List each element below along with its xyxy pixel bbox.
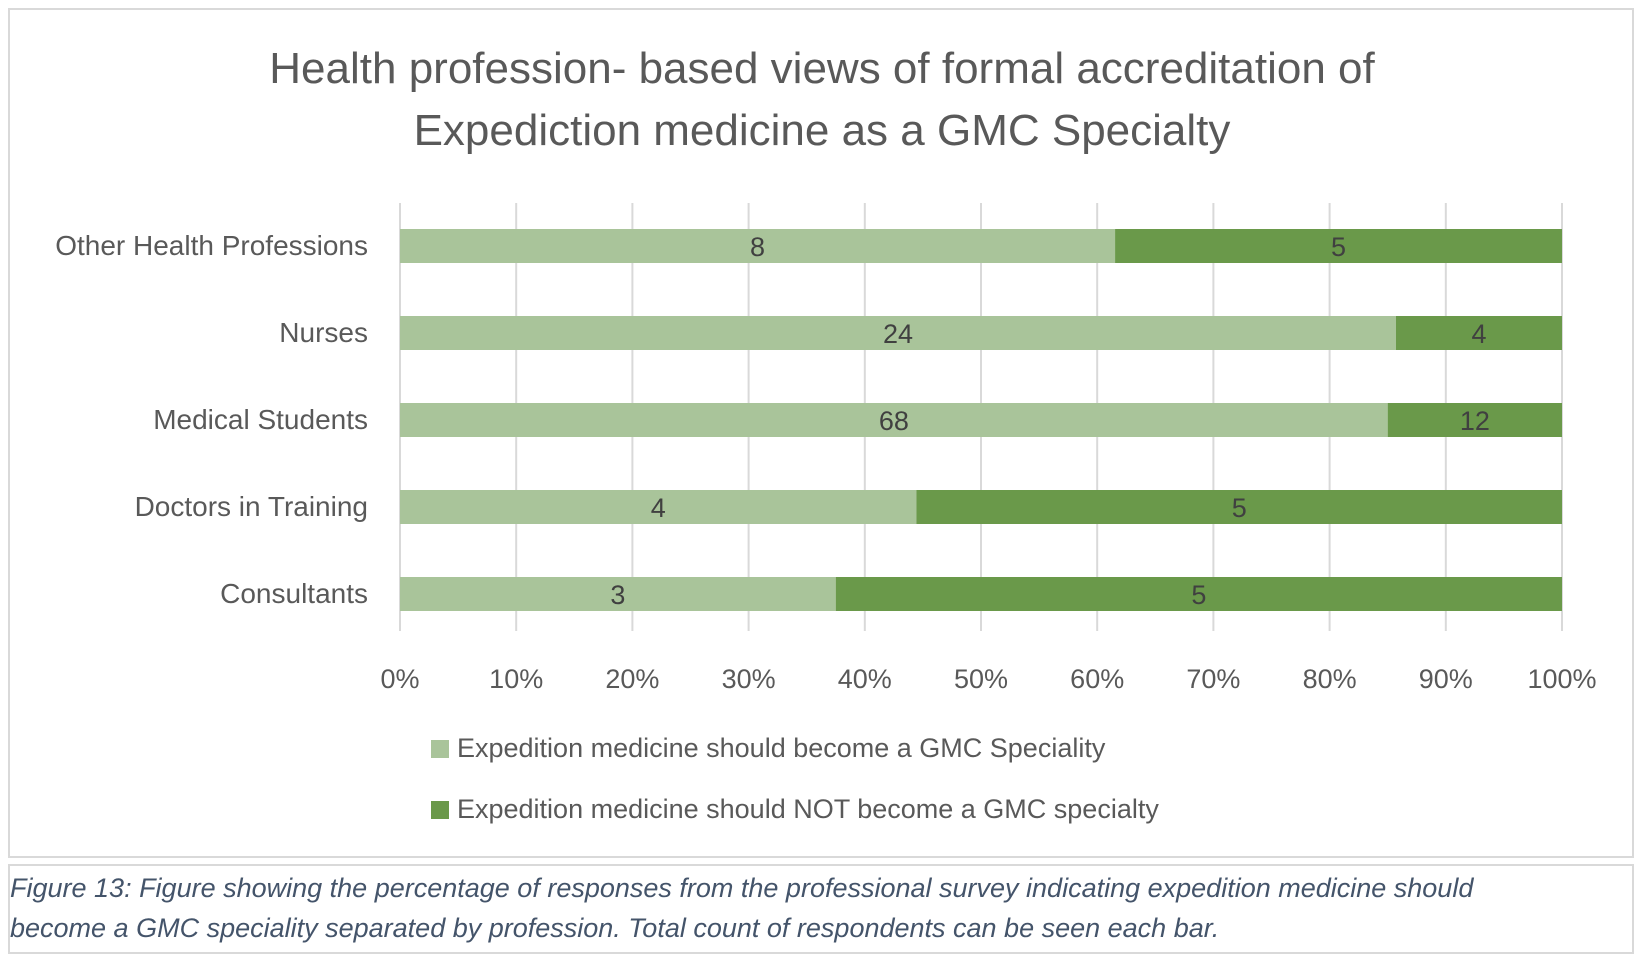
bar-segment-should-not — [916, 490, 1562, 524]
data-label: 8 — [750, 232, 765, 262]
bar-segment-should-not — [1115, 229, 1562, 263]
caption-line-2: become a GMC speciality separated by pro… — [10, 913, 1220, 943]
category-label: Medical Students — [153, 404, 368, 435]
bar-segment-should-not — [1396, 316, 1562, 350]
bar-segment-should — [400, 577, 836, 611]
legend-swatch — [431, 740, 449, 758]
data-label: 5 — [1331, 232, 1346, 262]
stacked-bar-chart: 0% 10% 20% 30% 40% 50% 60% 70% 80% 90% 100% Other H… — [55, 203, 1597, 824]
category-label: Other Health Professions — [55, 230, 368, 261]
legend-swatch — [431, 801, 449, 819]
chart-title: Health profession- based views of formal… — [0, 38, 1644, 162]
data-label: 5 — [1232, 493, 1247, 523]
data-label: 4 — [651, 493, 666, 523]
chart-title-line-1: Health profession- based views of formal… — [269, 44, 1375, 93]
legend-label: Expedition medicine should NOT become a … — [457, 794, 1159, 824]
x-tick-label: 40% — [838, 664, 892, 694]
x-tick-label: 10% — [489, 664, 543, 694]
x-tick-label: 50% — [954, 664, 1008, 694]
bar-segment-should-not — [1387, 403, 1562, 437]
chart-title-line-2: Expediction medicine as a GMC Specialty — [413, 106, 1231, 155]
data-label: 68 — [879, 406, 909, 436]
data-label: 24 — [883, 319, 913, 349]
x-tick-label: 70% — [1186, 664, 1240, 694]
x-tick-label: 100% — [1527, 664, 1596, 694]
bar-segment-should-not — [835, 577, 1562, 611]
x-tick-label: 20% — [605, 664, 659, 694]
legend-label: Expedition medicine should become a GMC … — [457, 733, 1106, 763]
x-tick-label: 90% — [1419, 664, 1473, 694]
bar-segment-should — [400, 229, 1116, 263]
data-label: 3 — [610, 580, 625, 610]
bar-segment-should — [400, 490, 917, 524]
figure-caption: Figure 13: Figure showing the percentage… — [10, 868, 1630, 948]
bar-segment-should — [400, 316, 1396, 350]
category-label: Consultants — [220, 578, 368, 609]
data-label: 4 — [1471, 319, 1486, 349]
bar-segment-should — [400, 403, 1388, 437]
x-tick-label: 0% — [380, 664, 419, 694]
caption-box — [8, 864, 1634, 954]
x-tick-label: 80% — [1303, 664, 1357, 694]
caption-line-1: Figure 13: Figure showing the percentage… — [10, 873, 1474, 903]
category-label: Nurses — [279, 317, 368, 348]
data-label: 5 — [1191, 580, 1206, 610]
data-label: 12 — [1460, 406, 1490, 436]
category-label: Doctors in Training — [135, 491, 368, 522]
x-tick-label: 60% — [1070, 664, 1124, 694]
x-tick-label: 30% — [722, 664, 776, 694]
